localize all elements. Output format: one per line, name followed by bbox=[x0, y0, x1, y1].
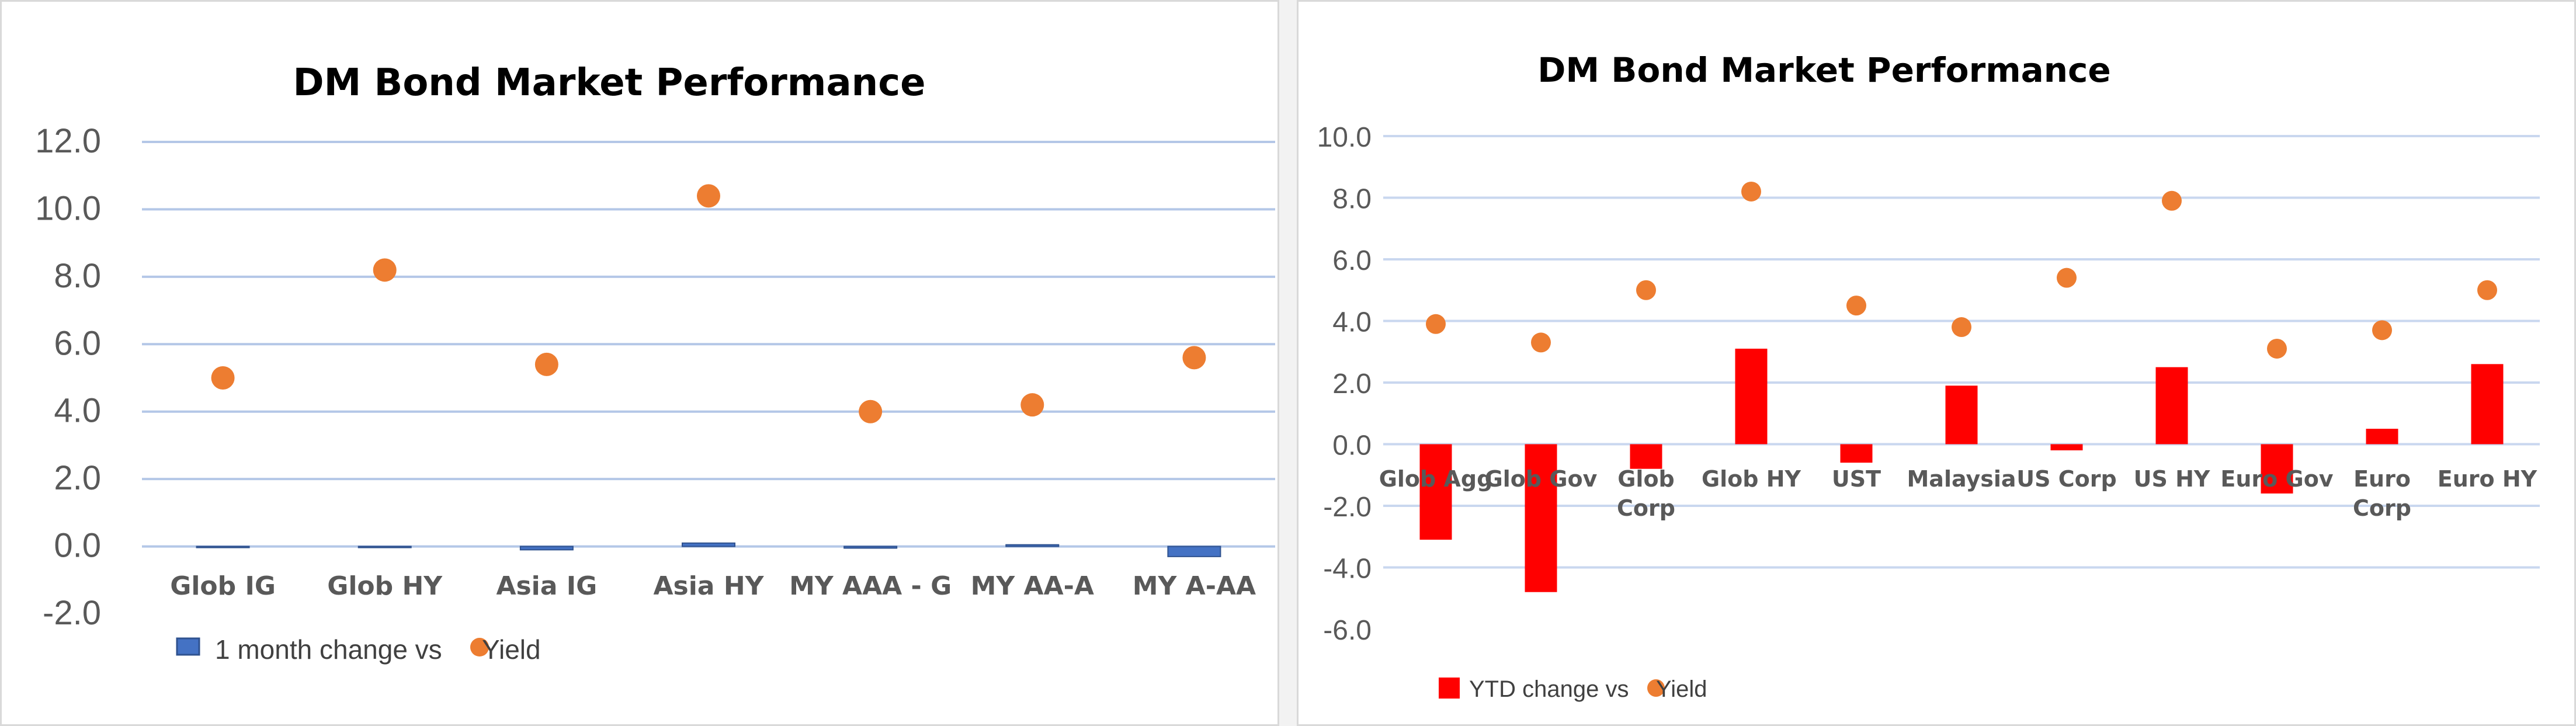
y-tick-label: 4.0 bbox=[1332, 307, 1372, 338]
x-tick-label: Malaysia bbox=[1907, 466, 2016, 492]
y-tick-label: 4.0 bbox=[54, 392, 101, 430]
bar bbox=[519, 546, 574, 551]
y-tick-label: 0.0 bbox=[54, 527, 101, 565]
bar bbox=[1005, 544, 1060, 547]
x-tick-label: Glob IG bbox=[170, 571, 276, 601]
y-tick-label: 2.0 bbox=[1332, 369, 1372, 400]
y-tick-label: 8.0 bbox=[1332, 184, 1372, 215]
yield-point bbox=[1182, 346, 1206, 370]
chart-2-panel: DM Bond Market Performance 10.0 8.0 6.0 4.0… bbox=[1297, 0, 2576, 726]
y-tick-label: -2.0 bbox=[1323, 492, 1372, 523]
y-tick-label: 10.0 bbox=[1317, 122, 1372, 153]
chart-2-svg: DM Bond Market Performance 10.0 8.0 6.0 4.0… bbox=[1317, 50, 2540, 702]
x-tick-label: MY AA-A bbox=[971, 571, 1094, 601]
yield-point bbox=[2477, 280, 2497, 300]
bar bbox=[1525, 444, 1557, 592]
y-tick-label: -4.0 bbox=[1323, 554, 1372, 585]
chart-1-svg: DM Bond Market Performance 12.0 10.0 8.0 6.… bbox=[35, 61, 1275, 665]
y-tick-label: 2.0 bbox=[54, 459, 101, 497]
yield-point bbox=[1741, 181, 1761, 202]
bar bbox=[682, 542, 735, 547]
yield-point bbox=[1636, 280, 1656, 300]
x-tick-label: Asia HY bbox=[653, 571, 764, 601]
yield-point bbox=[211, 366, 235, 390]
bar bbox=[2050, 444, 2083, 451]
x-tick-label: Euro Corp bbox=[2353, 466, 2411, 521]
y-tick-label: 12.0 bbox=[35, 122, 101, 160]
legend-swatch-yield bbox=[470, 638, 489, 656]
legend-label-change: 1 month change vs bbox=[215, 634, 442, 665]
yield-point bbox=[2057, 268, 2077, 288]
legend-swatch-ytd bbox=[1439, 678, 1460, 699]
yield-point bbox=[373, 258, 397, 282]
bar bbox=[1167, 546, 1221, 557]
x-tick-label: UST bbox=[1832, 466, 1881, 492]
bar bbox=[1840, 444, 1873, 463]
yield-point bbox=[2372, 320, 2392, 341]
yield-point bbox=[859, 400, 883, 423]
yield-point bbox=[2162, 190, 2182, 211]
y-tick-label: 10.0 bbox=[35, 189, 101, 227]
legend-label-yield-2: Yield bbox=[1656, 676, 1707, 702]
yield-point bbox=[1020, 393, 1044, 417]
x-tick-label: Euro HY bbox=[2438, 466, 2537, 492]
bar bbox=[2155, 367, 2188, 444]
chart-1-panel: DM Bond Market Performance 12.0 10.0 8.0 6.… bbox=[0, 0, 1279, 726]
bar bbox=[2366, 429, 2398, 444]
bar bbox=[2471, 364, 2504, 444]
x-tick-label: Glob Corp bbox=[1617, 466, 1675, 521]
chart-1-title: DM Bond Market Performance bbox=[293, 61, 925, 105]
y-tick-label: 6.0 bbox=[1332, 245, 1372, 276]
bar bbox=[843, 546, 898, 549]
bar bbox=[1945, 385, 1978, 444]
y-tick-label: -2.0 bbox=[43, 594, 101, 632]
x-tick-label: MY AAA - G bbox=[789, 571, 952, 601]
x-tick-label: US Corp bbox=[2016, 466, 2116, 492]
legend-label-yield: Yield bbox=[482, 634, 541, 665]
legend-label-ytd: YTD change vs bbox=[1469, 676, 1629, 702]
x-tick-label: Asia IG bbox=[496, 571, 597, 601]
y-tick-label: 8.0 bbox=[54, 257, 101, 295]
x-tick-label: US HY bbox=[2134, 466, 2210, 492]
bar bbox=[1630, 444, 1662, 469]
bar bbox=[1735, 348, 1768, 444]
bar bbox=[196, 546, 250, 548]
bar bbox=[1419, 444, 1452, 540]
bar bbox=[2261, 444, 2293, 494]
yield-point bbox=[2267, 338, 2287, 359]
x-tick-label: Glob Agg bbox=[1379, 466, 1493, 492]
yield-point bbox=[1531, 332, 1551, 353]
bar bbox=[357, 546, 412, 548]
yield-point bbox=[1846, 296, 1866, 316]
legend-swatch-change bbox=[176, 637, 200, 656]
x-tick-label: Glob Gov bbox=[1485, 466, 1598, 492]
x-tick-label: Glob HY bbox=[1702, 466, 1801, 492]
yield-point bbox=[697, 184, 720, 208]
yield-point bbox=[1952, 317, 1971, 338]
x-tick-label: MY A-AA bbox=[1133, 571, 1256, 601]
y-tick-label: -6.0 bbox=[1323, 615, 1372, 646]
chart-2-title: DM Bond Market Performance bbox=[1537, 50, 2111, 90]
yield-point bbox=[534, 352, 558, 376]
y-tick-label: 0.0 bbox=[1332, 430, 1372, 461]
yield-point bbox=[1426, 314, 1446, 334]
x-tick-label: Glob HY bbox=[327, 571, 443, 601]
legend-swatch-yield-2 bbox=[1647, 679, 1665, 697]
x-tick-label: Euro Gov bbox=[2220, 466, 2333, 492]
y-tick-label: 6.0 bbox=[54, 324, 101, 362]
